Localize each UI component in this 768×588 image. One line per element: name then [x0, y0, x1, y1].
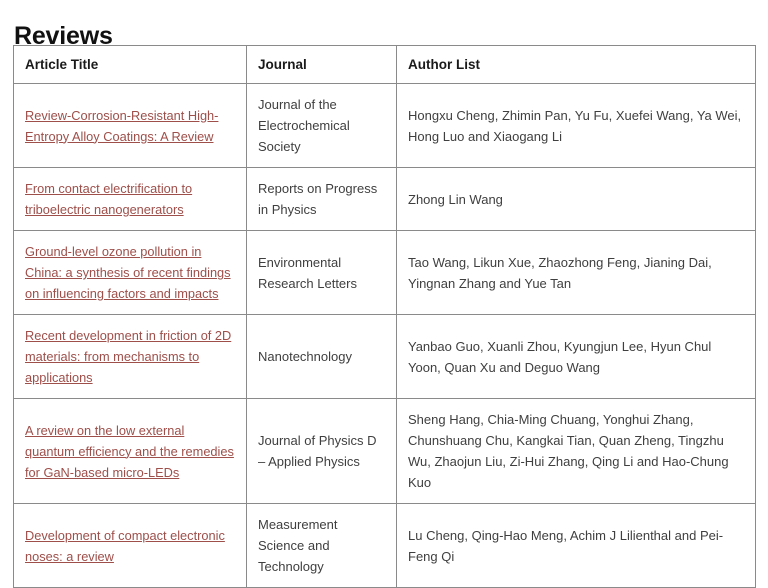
- cell-article-title: Recent development in friction of 2D mat…: [13, 314, 247, 399]
- cell-article-title: Review-Corrosion-Resistant High-Entropy …: [13, 83, 247, 168]
- cell-journal: Nanotechnology: [246, 314, 397, 399]
- table-header-row: Article Title Journal Author List: [13, 45, 756, 84]
- article-title-link[interactable]: Development of compact electronic noses:…: [25, 527, 225, 564]
- table-row: Recent development in friction of 2D mat…: [13, 314, 756, 399]
- table-row: Ground-level ozone pollution in China: a…: [13, 230, 756, 315]
- cell-author-list: Yanbao Guo, Xuanli Zhou, Kyungjun Lee, H…: [396, 314, 756, 399]
- cell-journal: Measurement Science and Technology: [246, 503, 397, 588]
- cell-author-list: Zhong Lin Wang: [396, 167, 756, 231]
- column-header-journal: Journal: [246, 45, 397, 84]
- table-row: Development of compact electronic noses:…: [13, 503, 756, 588]
- cell-journal: Reports on Progress in Physics: [246, 167, 397, 231]
- article-title-link[interactable]: From contact electrification to triboele…: [25, 181, 193, 217]
- article-title-link[interactable]: Recent development in friction of 2D mat…: [25, 328, 232, 385]
- cell-author-list: Tao Wang, Likun Xue, Zhaozhong Feng, Jia…: [396, 230, 756, 315]
- table-row: From contact electrification to triboele…: [13, 167, 756, 231]
- table-row: A review on the low external quantum eff…: [13, 398, 756, 504]
- table-row: Review-Corrosion-Resistant High-Entropy …: [13, 83, 756, 168]
- cell-article-title: A review on the low external quantum eff…: [13, 398, 247, 504]
- cell-author-list: Lu Cheng, Qing-Hao Meng, Achim J Lilient…: [396, 503, 756, 588]
- cell-article-title: Development of compact electronic noses:…: [13, 503, 247, 588]
- column-header-author-list: Author List: [396, 45, 756, 84]
- cell-article-title: From contact electrification to triboele…: [13, 167, 247, 231]
- reviews-table: Article Title Journal Author List Review…: [13, 45, 756, 588]
- table-header: Article Title Journal Author List: [13, 45, 756, 84]
- cell-journal: Journal of Physics D – Applied Physics: [246, 398, 397, 504]
- article-title-link[interactable]: Ground-level ozone pollution in China: a…: [25, 244, 231, 301]
- article-title-link[interactable]: A review on the low external quantum eff…: [25, 422, 234, 480]
- cell-author-list: Sheng Hang, Chia-Ming Chuang, Yonghui Zh…: [396, 398, 756, 504]
- article-title-link[interactable]: Review-Corrosion-Resistant High-Entropy …: [25, 107, 219, 144]
- cell-journal: Journal of the Electrochemical Society: [246, 83, 397, 168]
- reviews-page: Reviews Article Title Journal Author Lis…: [13, 21, 756, 588]
- column-header-article-title: Article Title: [13, 45, 247, 84]
- table-body: Review-Corrosion-Resistant High-Entropy …: [13, 83, 756, 588]
- cell-author-list: Hongxu Cheng, Zhimin Pan, Yu Fu, Xuefei …: [396, 83, 756, 168]
- cell-article-title: Ground-level ozone pollution in China: a…: [13, 230, 247, 315]
- cell-journal: Environmental Research Letters: [246, 230, 397, 315]
